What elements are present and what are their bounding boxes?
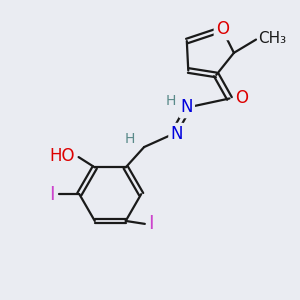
Text: N: N <box>170 125 183 143</box>
Text: H: H <box>165 94 176 108</box>
Text: O: O <box>216 20 229 38</box>
Text: O: O <box>236 89 248 107</box>
Text: CH₃: CH₃ <box>258 31 286 46</box>
Text: HO: HO <box>50 147 75 165</box>
Text: H: H <box>124 132 135 146</box>
Text: I: I <box>148 214 154 233</box>
Text: N: N <box>181 98 193 116</box>
Text: I: I <box>50 185 55 204</box>
